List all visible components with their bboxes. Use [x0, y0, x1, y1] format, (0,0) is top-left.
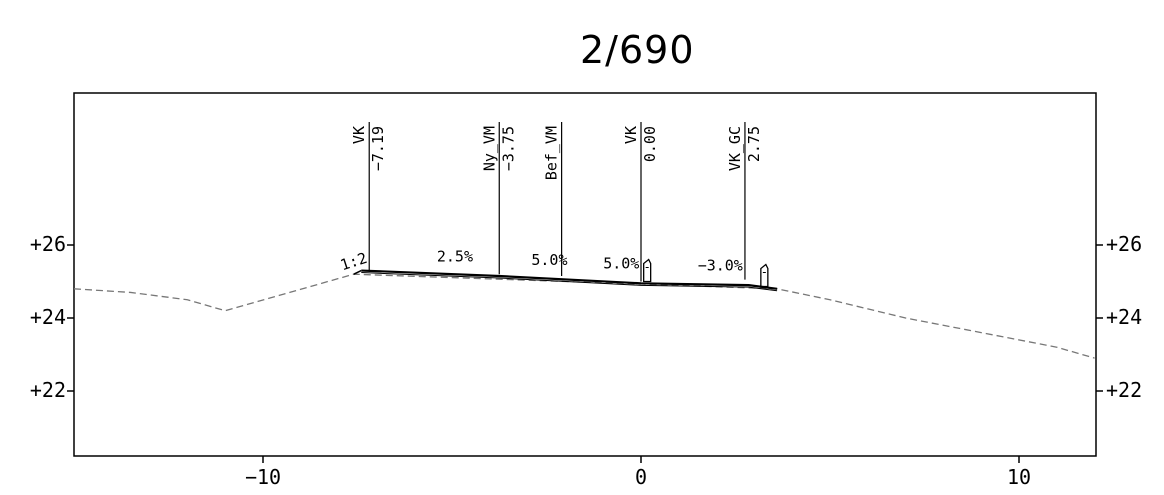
marker-label-ny-vm: Ny_VM −3.75 [480, 126, 517, 171]
marker-offset: 2.75 [745, 126, 763, 162]
road-surface [361, 269, 778, 290]
left-slope [353, 269, 362, 275]
marker-label-vk-gc: VK_GC 2.75 [726, 126, 763, 171]
marker-offset: −3.75 [499, 126, 517, 171]
y-tick-label-right: +24 [1106, 305, 1143, 329]
slope-4: −3.0% [698, 257, 743, 275]
section-title: 2/690 [580, 28, 695, 72]
tick-marks [67, 244, 1103, 463]
curb-center [643, 258, 652, 283]
y-tick-label-left: +22 [29, 378, 66, 402]
slope-labels: 1:2 2.5% 5.0% 5.0% −3.0% [338, 247, 743, 274]
y-tick-label-left: +26 [29, 232, 66, 256]
x-tick-label: 10 [1006, 465, 1032, 489]
x-tick-label: 0 [634, 465, 648, 489]
y-tick-label-right: +26 [1106, 232, 1143, 256]
slope-1: 2.5% [437, 247, 473, 265]
marker-offset: −7.19 [369, 126, 387, 171]
marker-name: VK_GC [726, 126, 744, 171]
marker-label-vk-left: VK −7.19 [350, 126, 387, 171]
marker-label-bef-vm: Bef_VM [543, 126, 561, 180]
marker-label-vk-center: VK 0.00 [622, 126, 659, 162]
ground-line [73, 273, 1095, 359]
marker-name: Ny_VM [480, 126, 498, 171]
existing-ground [73, 273, 1095, 359]
marker-name: Bef_VM [543, 126, 561, 180]
marker-name: VK [350, 126, 368, 144]
curb-outline [760, 263, 769, 288]
marker-offset: 0.00 [641, 126, 659, 162]
y-tick-label-left: +24 [29, 305, 66, 329]
plot-frame [73, 92, 1097, 457]
slope-3: 5.0% [603, 255, 639, 273]
y-tick-label-right: +22 [1106, 378, 1143, 402]
x-tick-label: −10 [244, 465, 282, 489]
road-surface-lower [361, 272, 778, 292]
slope-2: 5.0% [531, 251, 567, 269]
curb-outline [643, 258, 652, 283]
marker-name: VK [622, 126, 640, 144]
road-design [353, 258, 778, 292]
curb-right [760, 263, 769, 288]
station-markers: VK −7.19 Ny_VM −3.75 Bef_VM VK 0.00 VK_GC 2.75 [350, 122, 763, 282]
